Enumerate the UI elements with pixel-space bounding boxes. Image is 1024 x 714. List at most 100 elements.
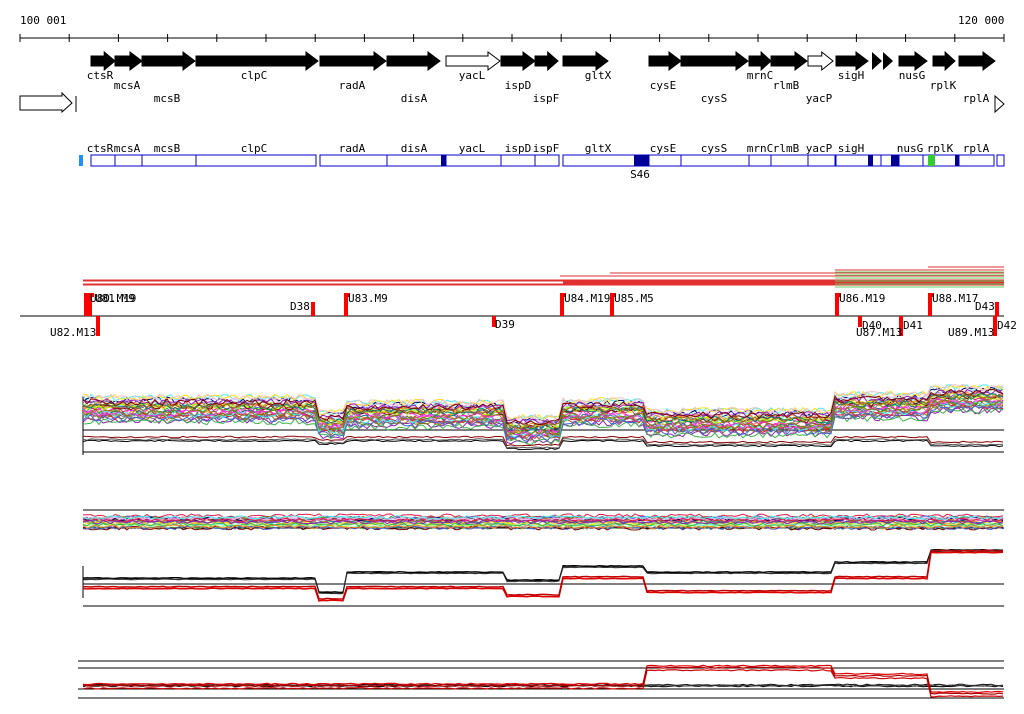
gene-arrow-rplK [932, 50, 956, 72]
upshift-flag-head [344, 293, 350, 297]
track1-series [82, 398, 1004, 437]
gene-label-yacL: yacL [458, 69, 486, 82]
gene-label-sigH: sigH [837, 69, 865, 82]
below-axis-label: U82.M13 [50, 326, 97, 339]
operon-label-nusG: nusG [896, 142, 924, 155]
track4-series-red [82, 669, 1004, 698]
track2-series [82, 519, 1004, 525]
gene-arrow-yacL [445, 51, 501, 71]
track3-series-red [82, 551, 1004, 602]
operon-box [835, 154, 995, 167]
gene-label-clpC: clpC [240, 69, 268, 82]
gene-arrow-left-open [19, 91, 73, 114]
track1-series-dark [82, 438, 1004, 449]
upshift-flag [88, 293, 92, 316]
gene-arrow-mcsA [114, 51, 143, 71]
upshift-flag [344, 293, 348, 316]
upshift-label: U80.M19 [90, 292, 137, 305]
operon-dark-block [891, 155, 899, 166]
upshift-flag-head [84, 293, 90, 297]
gene-arrow-cysS [680, 51, 749, 71]
operon-box [996, 154, 1005, 167]
track1-series [82, 388, 1004, 426]
below-axis-flag [899, 316, 903, 327]
track2-series [82, 524, 1004, 529]
upshift-flag-head [610, 293, 616, 297]
gene-label-rplK: rplK [929, 79, 957, 92]
upshift-flag [560, 293, 564, 316]
downshift-label: D43 [975, 300, 995, 313]
gene-arrow-mrnC [748, 50, 772, 72]
operon-box [562, 154, 836, 167]
operon-label-yacL: yacL [458, 142, 486, 155]
below-axis-flag [858, 316, 862, 327]
track3-series-black [82, 548, 1004, 593]
track4-series-red [82, 666, 1004, 695]
upshift-flag-head [560, 293, 566, 297]
gene-label-ctsR: ctsR [86, 69, 114, 82]
operon-label-yacP: yacP [805, 142, 833, 155]
gene-label-cysS: cysS [700, 92, 728, 105]
operon-dark-block [868, 155, 873, 166]
gene-label-ispF: ispF [532, 92, 560, 105]
below-axis-label: D42 [997, 319, 1017, 332]
track3-series-black [83, 550, 1004, 595]
gene-label-disA: disA [400, 92, 428, 105]
ruler-start-label: 100 001 [20, 14, 67, 27]
small-gene-arrow [872, 52, 882, 70]
operon-label-mcsB: mcsB [153, 142, 181, 155]
gene-label-rplA: rplA [962, 92, 990, 105]
downshift-label: D38 [290, 300, 310, 313]
operon-green-block [928, 155, 935, 166]
gene-arrow-clpC [195, 51, 319, 71]
upshift-label: U84.M19 [564, 292, 611, 305]
gene-label-yacP: yacP [805, 92, 833, 105]
gene-arrow-cysE [648, 51, 682, 71]
track1-series [82, 408, 1004, 446]
operon-dark-block [634, 155, 649, 166]
track3-series-red [82, 549, 1004, 600]
below-axis-label: D41 [903, 319, 923, 332]
track1-series [82, 392, 1004, 429]
gene-label-mrnC: mrnC [746, 69, 774, 82]
upshift-flag [928, 293, 932, 316]
operon-marker-label: S46 [630, 168, 650, 181]
below-axis-label: D39 [495, 318, 515, 331]
operon-label-rplK: rplK [926, 142, 954, 155]
gene-arrow-sigH [835, 51, 869, 71]
track1-series [82, 398, 1004, 436]
gene-arrow-nusG [898, 51, 928, 71]
upshift-flag [835, 293, 839, 316]
operon-label-ispF: ispF [532, 142, 560, 155]
upshift-label: U81.M9 [95, 292, 135, 305]
upshift-label: U83.M9 [348, 292, 388, 305]
operon-label-rlmB: rlmB [772, 142, 800, 155]
gene-arrow-radA [319, 51, 387, 71]
operon-label-mrnC: mrnC [746, 142, 774, 155]
below-axis-label: D40 [862, 319, 882, 332]
gene-arrow-rplA [958, 51, 996, 71]
below-axis-flag [492, 316, 496, 327]
gene-arrow-rlmB [770, 51, 808, 71]
track1-series [82, 405, 1004, 443]
upshift-flag [610, 293, 614, 316]
small-gene-arrow [883, 52, 893, 70]
gene-label-gltX: gltX [584, 69, 612, 82]
upshift-flag-head [835, 293, 841, 297]
below-axis-flag [96, 316, 100, 336]
operon-label-clpC: clpC [240, 142, 268, 155]
gene-arrow-ispF [534, 50, 559, 72]
operon-dark-block [955, 155, 959, 166]
operon-label-cysS: cysS [700, 142, 728, 155]
track1-series-dark [83, 435, 1004, 447]
ruler-end-label: 120 000 [958, 14, 1005, 27]
below-axis-flag [993, 316, 997, 327]
upshift-flag-head [928, 293, 934, 297]
upshift-label: U85.M5 [614, 292, 654, 305]
gene-arrow-ctsR [90, 50, 116, 72]
track1-series [82, 383, 1004, 422]
operon-label-sigH: sigH [837, 142, 865, 155]
gene-label-cysE: cysE [649, 79, 677, 92]
track4-series-red [83, 664, 1004, 694]
